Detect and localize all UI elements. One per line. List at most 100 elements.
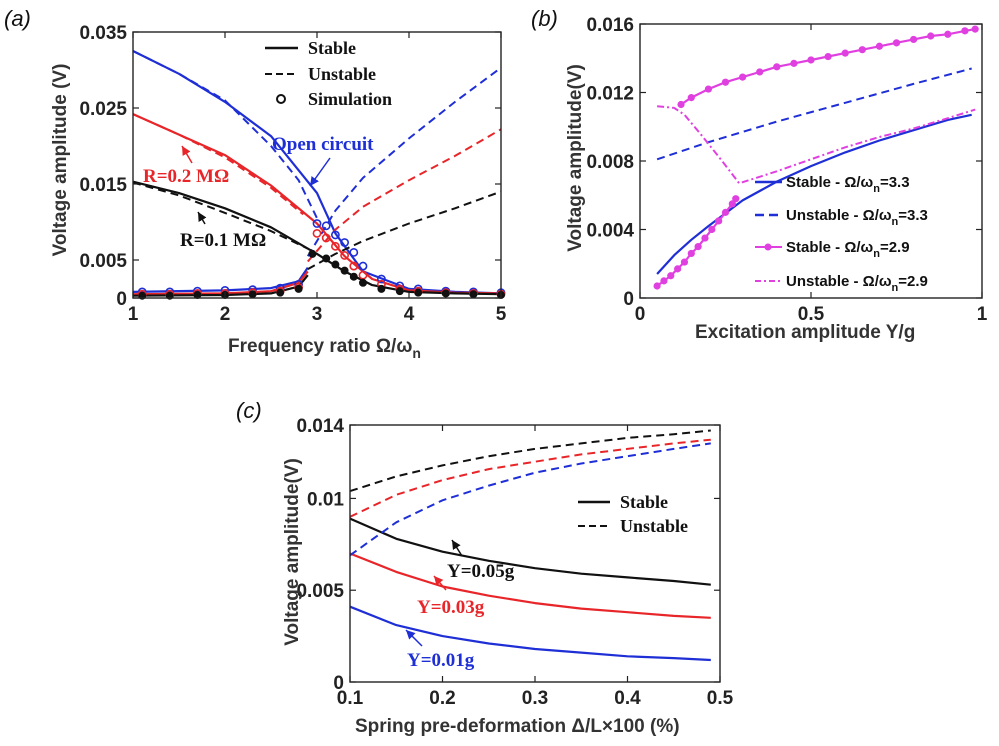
annotation-y001: Y=0.01g bbox=[407, 650, 475, 671]
panel-b-series-2-point bbox=[807, 56, 815, 64]
legend-c-unstable-label: Unstable bbox=[620, 516, 688, 536]
panel-a-xtick-label: 3 bbox=[312, 304, 323, 325]
panel-b-series-2-point bbox=[944, 30, 952, 38]
panel-b-series-2-point bbox=[927, 32, 935, 40]
panel-b-ytick-label: 0.004 bbox=[586, 221, 634, 242]
legend-b-entry4-value: =2.9 bbox=[898, 273, 928, 290]
panel-b-series-3-point bbox=[732, 195, 740, 203]
panel-b-series-2-point bbox=[961, 27, 969, 35]
panel-a-series-13-point bbox=[330, 241, 340, 251]
panel-a-ytick-label: 0.025 bbox=[79, 99, 127, 120]
panel-a-xtick-label: 1 bbox=[128, 304, 139, 325]
panel-b-series-2-point bbox=[790, 59, 798, 67]
panel-b-xtick-label: 0.5 bbox=[798, 304, 825, 325]
panel-c-legend: Stable Unstable bbox=[578, 492, 688, 536]
panel-a-series-13-point bbox=[321, 233, 331, 243]
legend-b-entry3-marker bbox=[764, 243, 772, 251]
arrow-y003 bbox=[433, 575, 447, 591]
panel-a-xlabel-sub: n bbox=[412, 345, 421, 361]
panel-b-series-2-point bbox=[910, 35, 918, 44]
panel-b-series-3-point bbox=[674, 265, 682, 273]
panel-a-series-14-point bbox=[377, 284, 386, 293]
panel-a-series-13-point bbox=[312, 228, 322, 238]
arrow-r02 bbox=[181, 145, 193, 164]
panel-a-series-14-point bbox=[248, 290, 257, 299]
panel-a-ytick-label: 0 bbox=[116, 289, 127, 310]
panel-c-xlabel: Spring pre-deformation Δ/L×100 (%) bbox=[355, 716, 680, 737]
legend-b-entry4: Unstable - Ω/ωn=2.9 bbox=[786, 273, 928, 294]
panel-b-series-2-point bbox=[892, 39, 901, 47]
legend-b-entry4-label: Unstable - Ω/ω bbox=[786, 273, 892, 290]
panel-b-ytick-label: 0.008 bbox=[586, 152, 634, 173]
panel-b-series-2-point bbox=[824, 52, 832, 61]
panel-c-series-1-line bbox=[349, 429, 711, 493]
panel-b-series-2-point bbox=[875, 42, 884, 50]
panel-b-series-2-point bbox=[841, 49, 849, 57]
panel-b-series-3-point bbox=[715, 217, 723, 225]
panel-a-series-14-point bbox=[322, 254, 331, 263]
panel-a-series-13-point bbox=[340, 251, 349, 260]
panel-c: 0.1 0.2 0.3 0.4 0.5 0 0.005 0.01 0.014 bbox=[296, 416, 733, 709]
legend-b-entry3-value: =2.9 bbox=[880, 239, 910, 256]
annotation-y003: Y=0.03g bbox=[417, 597, 485, 618]
panel-b-series-3-point bbox=[687, 249, 695, 258]
panel-b-series-1-line bbox=[656, 67, 972, 161]
panel-a-series-14-point bbox=[414, 288, 423, 297]
arrow-open-circuit bbox=[309, 157, 331, 187]
legend-a-unstable-label: Unstable bbox=[308, 64, 376, 84]
panel-a-ytick-label: 0.005 bbox=[79, 251, 127, 272]
panel-b-series-3-point bbox=[694, 243, 702, 251]
panel-a-series-14-point bbox=[441, 289, 450, 298]
panel-a-series-14-point bbox=[395, 287, 404, 296]
panel-b-series-2-point bbox=[858, 46, 866, 54]
panel-b-label: (b) bbox=[531, 6, 558, 31]
panel-b-series-3-point bbox=[667, 272, 675, 280]
annotation-open-circuit: Open circuit bbox=[272, 134, 374, 155]
legend-b-entry1-sub: n bbox=[873, 183, 880, 195]
panel-c-xtick-label: 0.1 bbox=[337, 688, 364, 709]
annotation-r01: R=0.1 MΩ bbox=[180, 230, 266, 251]
panel-c-ytick-label: 0 bbox=[333, 673, 344, 694]
legend-b-entry3: Stable - Ω/ωn=2.9 bbox=[786, 239, 910, 260]
panel-a-series-10-line bbox=[307, 190, 502, 270]
panel-a-series-14-point bbox=[308, 249, 317, 258]
panel-b-series-3-point bbox=[701, 234, 709, 242]
panel-a-series-6-line bbox=[307, 128, 502, 263]
panel-a-ytick-label: 0.015 bbox=[79, 175, 127, 196]
panel-a-series-14-point bbox=[331, 260, 340, 269]
panel-a-xtick-label: 5 bbox=[496, 304, 507, 325]
panel-a-series-14-point bbox=[340, 266, 349, 275]
panel-c-series-3-line bbox=[349, 438, 711, 518]
panel-b-series-3-point bbox=[708, 225, 716, 234]
legend-a-simulation-swatch bbox=[276, 94, 286, 104]
panel-c-ytick-label: 0.014 bbox=[296, 416, 344, 437]
legend-b-entry2-sub: n bbox=[892, 216, 899, 228]
panel-a-series-14-point bbox=[276, 288, 285, 297]
arrow-y001 bbox=[405, 629, 423, 647]
panel-a-series-12-point bbox=[349, 247, 359, 257]
panel-b-series-2-point bbox=[704, 85, 713, 93]
panel-b-series-2-point bbox=[677, 100, 685, 109]
panel-b-series-2-point bbox=[739, 73, 747, 81]
legend-a-simulation-label: Simulation bbox=[308, 89, 392, 109]
legend-b-entry3-label: Stable - Ω/ω bbox=[786, 239, 874, 256]
legend-b-entry3-sub: n bbox=[873, 248, 880, 260]
panel-c-series-5-line bbox=[349, 442, 711, 557]
panel-a-legend: Stable Unstable Simulation bbox=[265, 38, 392, 109]
annotation-r02: R=0.2 MΩ bbox=[143, 166, 229, 187]
panel-b-series-3-point bbox=[680, 258, 689, 266]
panel-b-xtick-label: 1 bbox=[977, 304, 988, 325]
panel-a-xtick-label: 4 bbox=[404, 304, 415, 325]
panel-b-series-3-point bbox=[653, 282, 661, 290]
legend-b-entry2-value: =3.3 bbox=[898, 207, 928, 224]
panel-a-series-12-point bbox=[321, 221, 331, 231]
panel-b-series-2-point bbox=[687, 94, 695, 102]
legend-b-entry4-sub: n bbox=[892, 282, 899, 294]
panel-b-ylabel: Voltage amplitude(V) bbox=[565, 64, 586, 252]
panel-b-series-3-point bbox=[728, 200, 736, 208]
annotation-y005: Y=0.05g bbox=[447, 561, 515, 582]
panel-c-label: (c) bbox=[236, 398, 262, 423]
legend-b-entry2-label: Unstable - Ω/ω bbox=[786, 207, 892, 224]
panel-a-series-14-point bbox=[193, 290, 202, 299]
